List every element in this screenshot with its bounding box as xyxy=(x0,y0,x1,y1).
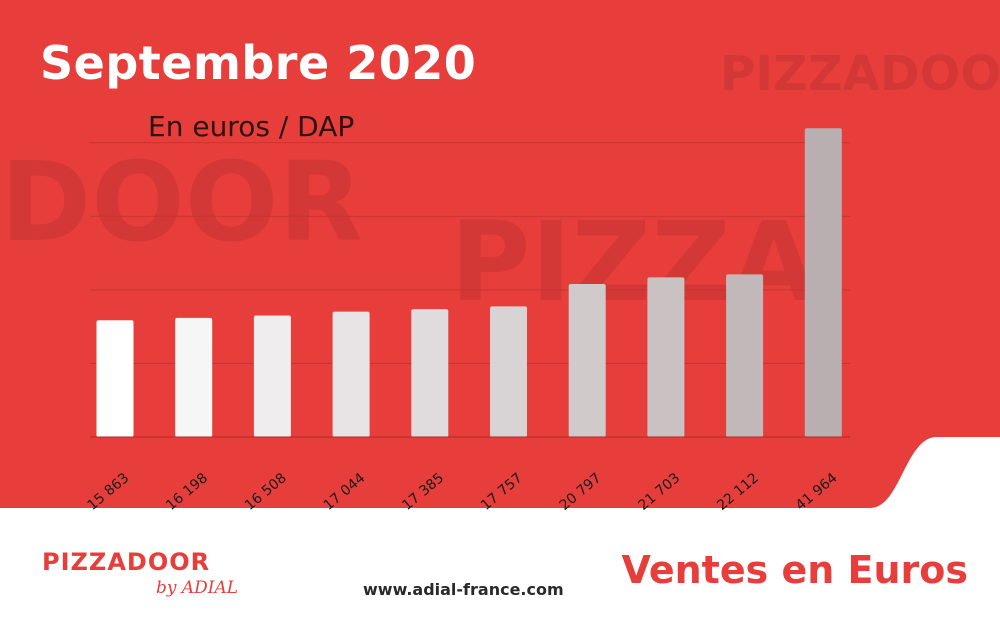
logo-text: PIZZADOOR xyxy=(42,548,211,576)
svg-text:DOOR: DOOR xyxy=(0,138,363,266)
chart-title: Septembre 2020 xyxy=(40,36,477,90)
bar xyxy=(96,320,134,437)
logo-subtext: by ADIAL xyxy=(156,578,239,598)
bar xyxy=(253,315,291,437)
bars xyxy=(96,128,842,437)
gridlines xyxy=(90,142,850,364)
bar xyxy=(647,277,685,437)
footer-wave xyxy=(0,437,1000,625)
footer-caption: Ventes en Euros xyxy=(621,548,968,592)
bar xyxy=(411,309,449,437)
website-url: www.adial-france.com xyxy=(363,580,564,599)
bar xyxy=(332,311,370,437)
bar xyxy=(726,274,764,437)
svg-text:PIZZADOOR: PIZZADOOR xyxy=(720,46,1000,102)
brand-logo: PIZZADOOR by ADIAL xyxy=(42,548,242,608)
bar xyxy=(804,128,842,437)
bar xyxy=(568,283,606,437)
bar xyxy=(490,306,527,437)
chart-subtitle: En euros / DAP xyxy=(148,110,355,143)
bar xyxy=(175,317,213,437)
